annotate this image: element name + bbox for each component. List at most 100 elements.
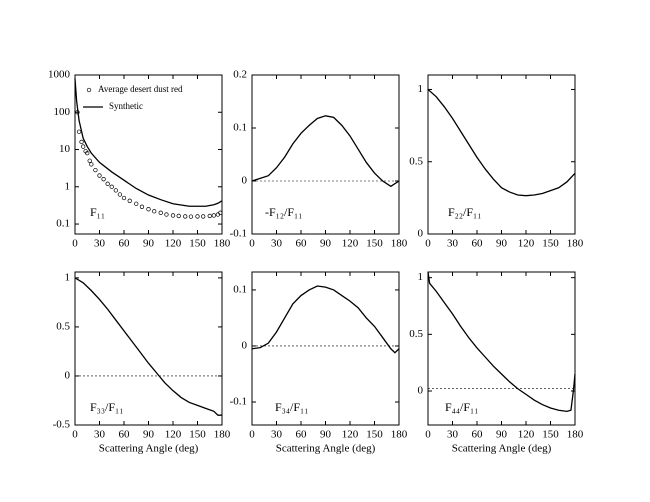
x-tick-label: 90 — [320, 429, 332, 441]
data-point — [101, 177, 106, 182]
data-line — [74, 78, 223, 207]
data-line — [74, 277, 222, 416]
x-tick-label: 0 — [425, 429, 431, 441]
data-point — [121, 195, 127, 201]
x-tick-label: 180 — [391, 429, 408, 441]
data-point — [109, 184, 114, 189]
x-tick-label: 30 — [271, 238, 283, 250]
x-tick-label: 30 — [271, 429, 283, 441]
data-line — [427, 88, 576, 197]
x-tick-label: 0 — [249, 429, 255, 441]
data-line — [427, 271, 576, 413]
x-tick-label: 120 — [518, 238, 535, 250]
x-tick-label: 180 — [567, 429, 584, 441]
x-axis-title: Scattering Angle (deg) — [99, 443, 199, 455]
data-point — [218, 210, 223, 215]
y-tick-label: 0 — [242, 175, 248, 187]
x-axis-title: Scattering Angle (deg) — [452, 443, 552, 455]
data-point — [134, 201, 139, 206]
x-tick-label: 30 — [94, 238, 106, 250]
data-point — [76, 129, 82, 134]
legend-marker — [86, 87, 92, 93]
y-tick-label: 0.1 — [233, 122, 247, 134]
x-tick-label: 0 — [72, 429, 78, 441]
panel-label: F₂₂/F₁₁ — [448, 205, 481, 219]
x-tick-label: 90 — [143, 238, 155, 250]
y-tick-label: 1 — [418, 83, 424, 95]
data-point — [146, 207, 151, 212]
data-point — [93, 167, 98, 173]
x-tick-label: 0 — [425, 238, 431, 250]
x-tick-label: 120 — [518, 429, 535, 441]
legend-label: Synthetic — [109, 101, 143, 111]
y-tick-label: 1000 — [48, 69, 71, 81]
panel-label: F₃₄/F₁₁ — [275, 400, 308, 414]
y-tick-label: 1 — [65, 271, 71, 283]
y-tick-label: 0 — [242, 340, 248, 352]
x-axis-title: Scattering Angle (deg) — [276, 443, 376, 455]
x-tick-label: 90 — [320, 238, 332, 250]
data-point — [152, 209, 157, 214]
x-tick-label: 150 — [366, 429, 383, 441]
y-tick-label: -0.1 — [230, 396, 247, 408]
data-point — [188, 214, 194, 219]
data-point — [211, 213, 216, 218]
y-tick-label: 0.1 — [233, 283, 247, 295]
x-tick-label: 180 — [391, 238, 408, 250]
y-tick-label: 0.5 — [409, 328, 423, 340]
x-tick-label: 60 — [472, 429, 484, 441]
x-tick-label: 0 — [249, 238, 255, 250]
x-tick-label: 150 — [542, 429, 559, 441]
x-tick-label: 30 — [94, 429, 106, 441]
x-tick-label: 30 — [447, 238, 459, 250]
y-tick-label: 0.5 — [409, 155, 423, 167]
x-tick-label: 180 — [214, 429, 231, 441]
y-tick-label: 0 — [418, 385, 424, 397]
x-tick-label: 150 — [189, 429, 206, 441]
y-tick-label: 0 — [418, 228, 424, 240]
x-tick-label: 120 — [342, 238, 359, 250]
data-point — [127, 198, 132, 203]
x-tick-label: 60 — [119, 238, 131, 250]
y-tick-label: 100 — [54, 106, 71, 118]
data-point — [97, 173, 102, 178]
y-tick-label: 0 — [65, 369, 71, 381]
panel-label: F₃₃/F₁₁ — [90, 400, 123, 414]
x-tick-label: 90 — [496, 429, 508, 441]
y-tick-label: 0.1 — [56, 218, 70, 230]
data-point — [183, 214, 188, 219]
data-point — [170, 213, 176, 218]
data-point — [158, 210, 163, 215]
panel-label: F₁₁ — [90, 205, 105, 219]
data-point — [195, 214, 200, 219]
x-tick-label: 150 — [189, 238, 206, 250]
legend-label: Average desert dust red — [98, 84, 183, 94]
x-tick-label: 180 — [214, 238, 231, 250]
x-tick-label: 120 — [165, 238, 182, 250]
data-point — [176, 213, 181, 219]
x-tick-label: 60 — [296, 238, 308, 250]
data-point — [164, 212, 169, 217]
y-tick-label: 0.5 — [56, 320, 70, 332]
x-tick-label: 60 — [119, 429, 131, 441]
y-tick-label: 1 — [65, 180, 71, 192]
panel-label: F₄₄/F₁₁ — [445, 400, 478, 414]
data-point — [89, 162, 94, 167]
x-tick-label: 150 — [542, 238, 559, 250]
data-point — [117, 192, 123, 197]
data-point — [85, 150, 90, 156]
data-point — [207, 213, 212, 219]
data-point — [201, 214, 206, 219]
y-tick-label: -0.5 — [53, 419, 71, 431]
data-point — [105, 181, 110, 186]
data-point — [139, 204, 145, 209]
x-tick-label: 0 — [72, 238, 78, 250]
x-tick-label: 120 — [165, 429, 182, 441]
data-point — [81, 144, 86, 149]
y-tick-label: 10 — [59, 143, 71, 155]
x-tick-label: 60 — [472, 238, 484, 250]
x-tick-label: 30 — [447, 429, 459, 441]
x-tick-label: 120 — [342, 429, 359, 441]
